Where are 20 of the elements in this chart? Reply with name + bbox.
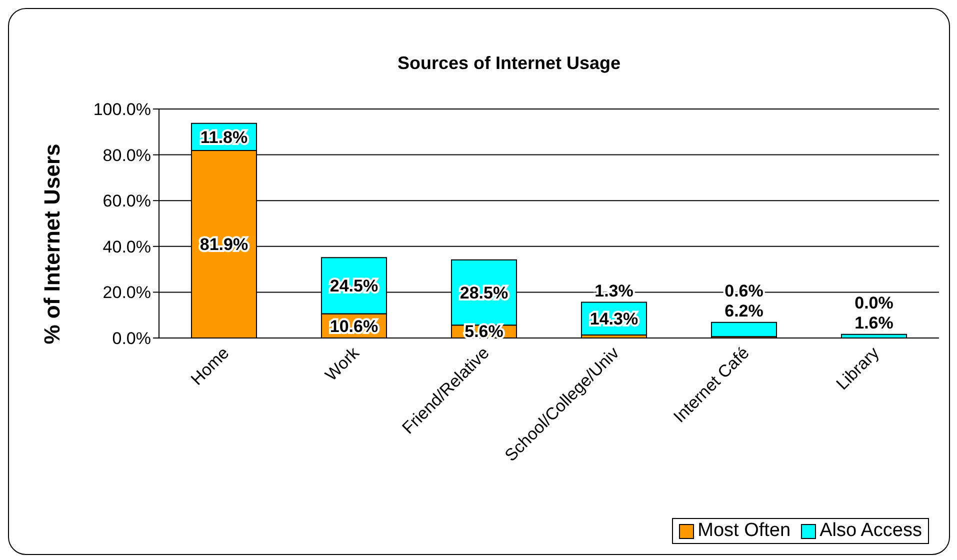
y-tick-label: 100.0% <box>93 100 151 120</box>
data-label: 0.0% <box>854 293 894 312</box>
data-label: 10.6% <box>330 316 378 336</box>
data-label: 14.3% <box>590 310 638 329</box>
data-label: 11.8% <box>200 128 248 147</box>
y-tick-label: 80.0% <box>102 146 151 165</box>
chart-title: Sources of Internet Usage <box>396 53 622 74</box>
y-axis-title: % of Internet Users <box>39 144 65 344</box>
y-tick-label: 20.0% <box>102 283 151 302</box>
data-label: 1.6% <box>854 313 894 332</box>
data-label: 81.9% <box>200 235 248 254</box>
data-label: 28.5% <box>460 284 508 303</box>
y-tick-label: 0.0% <box>112 329 151 348</box>
data-label: 5.6% <box>464 322 504 341</box>
legend-label: Also Access <box>818 520 922 542</box>
y-tick-label: 40.0% <box>102 237 151 256</box>
data-label: 6.2% <box>724 301 764 320</box>
legend-label: Most Often <box>696 520 791 542</box>
y-tick-label: 60.0% <box>102 192 151 211</box>
data-label: 24.5% <box>330 276 378 296</box>
